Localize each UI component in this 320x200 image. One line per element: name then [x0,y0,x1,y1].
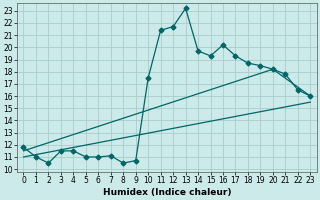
X-axis label: Humidex (Indice chaleur): Humidex (Indice chaleur) [103,188,231,197]
